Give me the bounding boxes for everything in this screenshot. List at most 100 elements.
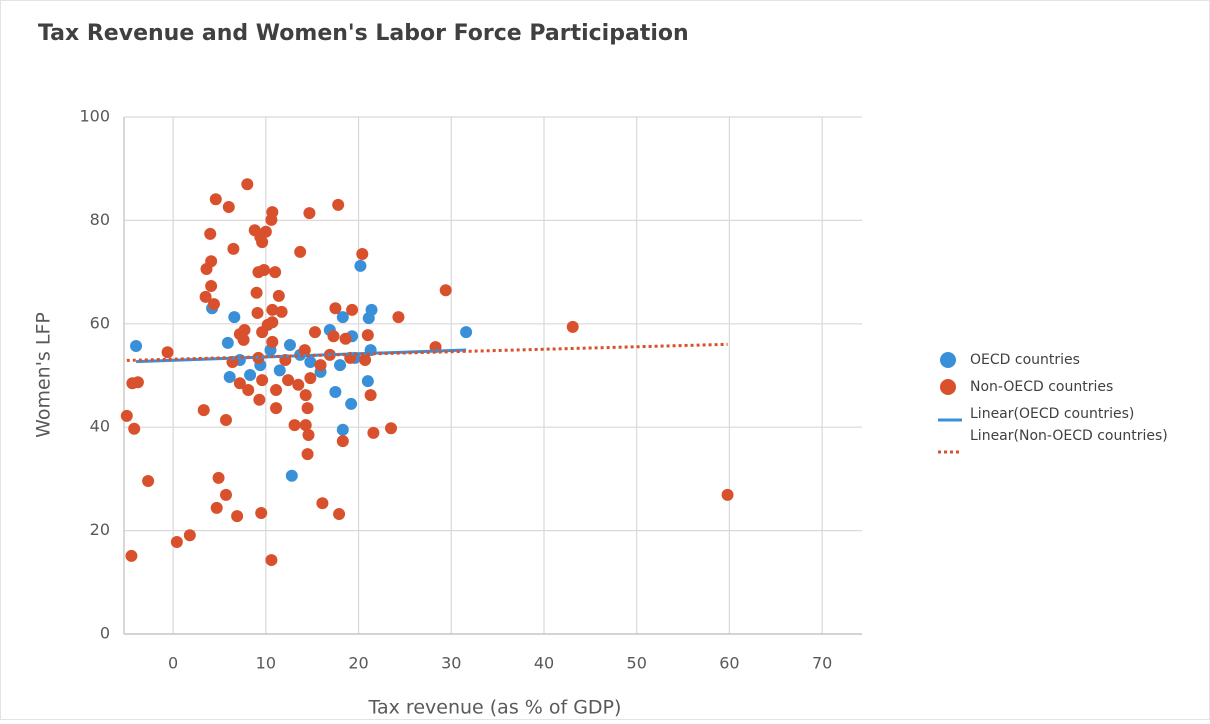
point <box>282 374 295 387</box>
point <box>205 280 218 293</box>
point <box>241 178 254 191</box>
point <box>294 245 307 258</box>
point <box>327 330 340 343</box>
legend-trend-label: Linear(OECD countries) <box>970 406 1134 422</box>
point <box>237 333 250 346</box>
y-axis-label: Women's LFP <box>33 312 55 438</box>
point <box>329 386 342 399</box>
point <box>142 474 155 487</box>
point <box>304 356 317 369</box>
point <box>345 397 358 410</box>
point <box>266 303 279 316</box>
point <box>183 529 196 542</box>
point <box>329 302 342 315</box>
point <box>460 326 473 339</box>
point <box>298 344 311 357</box>
point <box>304 372 317 385</box>
x-axis-label: Tax revenue (as % of GDP) <box>368 697 622 719</box>
point <box>385 422 398 435</box>
plot <box>120 178 734 567</box>
point <box>367 426 380 439</box>
point <box>223 371 236 384</box>
point <box>283 338 296 351</box>
point <box>721 488 734 501</box>
y-tick-label: 60 <box>90 313 110 332</box>
y-tick-label: 80 <box>90 210 110 229</box>
point <box>242 383 255 396</box>
point <box>308 326 321 339</box>
x-tick-label: 10 <box>256 654 276 673</box>
legend-trend-label: Linear(Non-OECD countries) <box>970 428 1168 444</box>
point <box>128 422 141 435</box>
point <box>270 402 283 415</box>
x-tick-label: 30 <box>441 654 461 673</box>
trendline <box>126 342 728 362</box>
point <box>130 340 143 353</box>
point <box>120 409 133 422</box>
point <box>301 448 314 461</box>
point <box>222 200 235 213</box>
point <box>336 435 349 448</box>
point <box>161 346 174 359</box>
point <box>244 368 257 381</box>
point <box>204 227 217 240</box>
point <box>303 207 316 220</box>
point <box>359 353 372 366</box>
y-tick-label: 100 <box>79 107 110 126</box>
point <box>266 335 279 348</box>
point <box>339 332 352 345</box>
point <box>285 469 298 482</box>
point <box>199 290 212 303</box>
point <box>125 549 138 562</box>
point <box>270 383 283 396</box>
legend: OECD countries Non-OECD countries Linear(O… <box>938 352 1168 454</box>
y-tick-label: 20 <box>90 520 110 539</box>
point <box>228 311 241 324</box>
point <box>227 242 240 255</box>
x-tick-label: 50 <box>627 654 647 673</box>
point <box>219 413 232 426</box>
point <box>253 393 266 406</box>
x-tick-label: 20 <box>348 654 368 673</box>
point <box>333 508 346 521</box>
legend-swatch <box>940 352 956 368</box>
point <box>332 198 345 211</box>
point <box>265 554 278 567</box>
point <box>362 312 375 325</box>
grid: 0 20 40 60 80 100 0 10 20 30 40 50 60 70 <box>79 107 862 673</box>
x-tick-label: 60 <box>719 654 739 673</box>
point <box>566 320 579 333</box>
y-tick-label: 40 <box>90 417 110 436</box>
x-tick-label: 70 <box>812 654 832 673</box>
point <box>251 306 264 319</box>
point <box>354 259 367 272</box>
point <box>361 329 374 342</box>
chart-title: Tax Revenue and Women's Labor Force Part… <box>38 21 689 46</box>
point <box>209 193 222 206</box>
point <box>361 375 374 388</box>
point <box>302 428 315 441</box>
x-tick-label: 0 <box>168 654 178 673</box>
point <box>316 497 329 510</box>
point <box>299 389 312 402</box>
point <box>219 488 232 501</box>
point <box>257 264 270 277</box>
point <box>336 311 349 324</box>
point <box>233 377 246 390</box>
point <box>207 298 220 311</box>
x-tick-label: 40 <box>534 654 554 673</box>
point <box>256 236 269 249</box>
point <box>301 402 314 415</box>
point <box>265 213 278 226</box>
legend-swatch <box>940 379 956 395</box>
point <box>210 501 223 514</box>
point <box>197 404 210 417</box>
point <box>212 471 225 484</box>
point <box>299 419 312 432</box>
point <box>205 255 218 268</box>
y-tick-label: 0 <box>100 624 110 643</box>
point <box>356 248 369 261</box>
point <box>392 311 405 324</box>
